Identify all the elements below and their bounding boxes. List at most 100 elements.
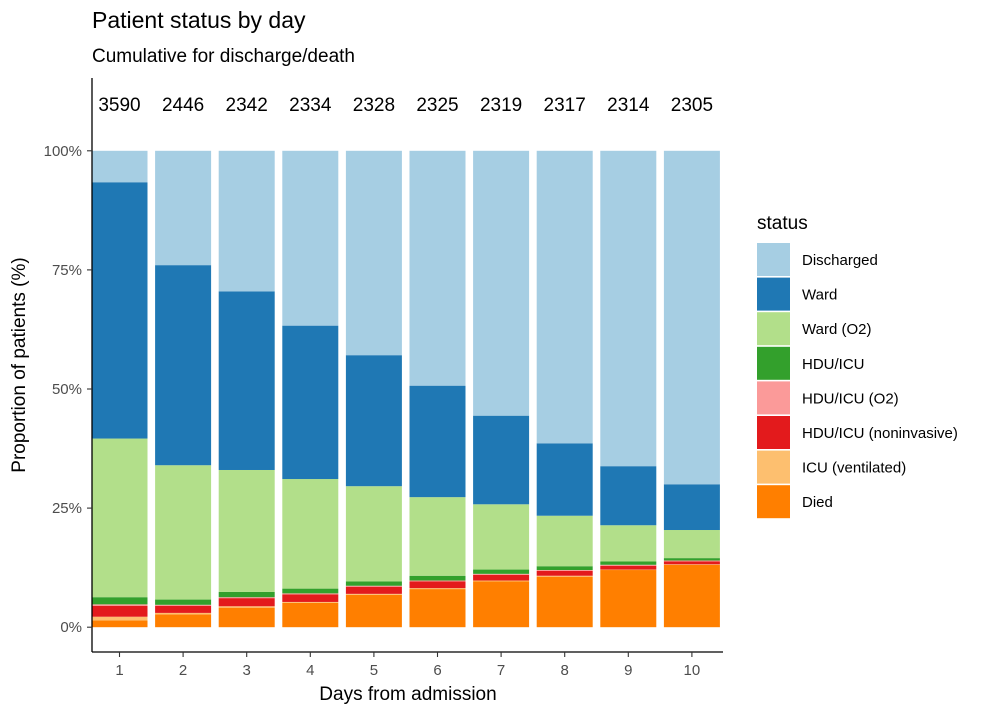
bar-ward-o2-day-8 (536, 515, 593, 567)
bar-discharged-day-2 (155, 150, 212, 266)
bar-hdu-icu-day-7 (473, 569, 530, 574)
bar-discharged-day-4 (282, 150, 339, 326)
legend-label-ward: Ward (802, 287, 837, 304)
y-tick-label-0: 0% (60, 619, 82, 636)
bar-discharged-day-10 (663, 150, 720, 485)
count-label-day-4: 2334 (289, 95, 332, 116)
bar-hdu-icu-o2-day-1 (91, 604, 148, 606)
count-label-day-6: 2325 (416, 95, 458, 116)
bar-ward-o2-day-3 (218, 469, 275, 592)
legend-swatch-icu-ventilated (757, 450, 790, 484)
bar-discharged-day-8 (536, 150, 593, 444)
count-label-day-8: 2317 (544, 95, 586, 116)
legend-label-died: Died (802, 494, 833, 511)
bar-ward-day-8 (536, 443, 593, 516)
x-axis-title: Days from admission (319, 684, 496, 705)
bar-hdu-icu-noninvasive-day-7 (473, 574, 530, 581)
bar-hdu-icu-day-8 (536, 566, 593, 571)
bar-hdu-icu-o2-day-3 (218, 597, 275, 599)
bar-ward-o2-day-2 (155, 465, 212, 600)
bar-ward-o2-day-6 (409, 497, 466, 576)
bar-hdu-icu-noninvasive-day-5 (345, 586, 402, 594)
bar-ward-o2-day-4 (282, 479, 339, 589)
bar-hdu-icu-o2-day-10 (663, 560, 720, 562)
bar-hdu-icu-day-4 (282, 588, 339, 594)
y-tick-label-25: 25% (52, 500, 82, 517)
y-axis-ticks: 0% 25% 50% 75% 100% (44, 143, 92, 636)
bar-hdu-icu-day-3 (218, 591, 275, 598)
bar-hdu-icu-day-1 (91, 597, 148, 605)
bar-discharged-day-6 (409, 150, 466, 386)
count-label-day-2: 2446 (162, 95, 204, 116)
legend-label-hdu-icu-noninvasive: HDU/ICU (noninvasive) (802, 425, 958, 442)
legend: Discharged Ward Ward (O2) HDU/ICU HDU/ICU (O… (757, 243, 958, 519)
bar-hdu-icu-noninvasive-day-3 (218, 598, 275, 607)
bar-discharged-day-9 (600, 150, 657, 467)
bar-hdu-icu-day-9 (600, 561, 657, 565)
bar-hdu-icu-day-5 (345, 581, 402, 586)
x-tick-label-4: 4 (306, 662, 314, 679)
bar-ward-day-1 (91, 182, 148, 439)
bar-hdu-icu-o2-day-6 (409, 580, 466, 582)
bar-icu-ventilated-day-6 (409, 588, 466, 590)
count-labels: 3590 2446 2342 2334 2328 2325 2319 2317 2314 2305 (98, 95, 713, 116)
bar-hdu-icu-o2-day-8 (536, 570, 593, 571)
legend-label-hdu-icu: HDU/ICU (802, 356, 865, 373)
bar-icu-ventilated-day-7 (473, 580, 530, 582)
bar-hdu-icu-noninvasive-day-1 (91, 605, 148, 617)
x-tick-label-5: 5 (370, 662, 378, 679)
bar-died-day-1 (91, 620, 148, 628)
count-label-day-10: 2305 (671, 95, 713, 116)
bar-died-day-5 (345, 594, 402, 628)
legend-swatch-hdu-icu (757, 346, 790, 380)
bar-hdu-icu-noninvasive-day-4 (282, 594, 339, 602)
legend-swatch-ward-o2 (757, 312, 790, 346)
bar-died-day-4 (282, 602, 339, 628)
x-tick-label-10: 10 (684, 662, 701, 679)
x-tick-label-2: 2 (179, 662, 187, 679)
bar-discharged-day-3 (218, 150, 275, 292)
bar-ward-day-9 (600, 466, 657, 526)
bar-hdu-icu-noninvasive-day-8 (536, 570, 593, 576)
bar-hdu-icu-o2-day-2 (155, 604, 212, 606)
bar-ward-o2-day-7 (473, 504, 530, 570)
bar-ward-day-5 (345, 355, 402, 487)
bar-icu-ventilated-day-3 (218, 606, 275, 608)
y-tick-label-100: 100% (44, 143, 82, 160)
bar-hdu-icu-o2-day-9 (600, 564, 657, 566)
bar-ward-o2-day-9 (600, 525, 657, 562)
bar-died-day-10 (663, 564, 720, 628)
count-label-day-3: 2342 (226, 95, 268, 116)
y-tick-label-75: 75% (52, 262, 82, 279)
legend-title: status (757, 213, 808, 234)
bar-died-day-2 (155, 614, 212, 628)
y-tick-label-50: 50% (52, 381, 82, 398)
bar-ward-o2-day-10 (663, 530, 720, 559)
bar-hdu-icu-o2-day-5 (345, 585, 402, 587)
bar-ward-o2-day-1 (91, 438, 148, 598)
bar-hdu-icu-o2-day-4 (282, 593, 339, 595)
x-tick-label-9: 9 (624, 662, 632, 679)
bar-discharged-day-5 (345, 150, 402, 356)
bar-hdu-icu-day-6 (409, 575, 466, 581)
bar-discharged-day-7 (473, 150, 530, 416)
bar-died-day-6 (409, 589, 466, 628)
bars (91, 150, 720, 628)
x-tick-label-7: 7 (497, 662, 505, 679)
legend-label-discharged: Discharged (802, 252, 878, 269)
bar-icu-ventilated-day-5 (345, 593, 402, 595)
count-label-day-7: 2319 (480, 95, 522, 116)
bar-hdu-icu-day-10 (663, 558, 720, 561)
bar-icu-ventilated-day-2 (155, 612, 212, 615)
legend-label-ward-o2: Ward (O2) (802, 321, 871, 338)
bar-died-day-7 (473, 581, 530, 628)
bar-hdu-icu-noninvasive-day-10 (663, 561, 720, 565)
bar-icu-ventilated-day-1 (91, 616, 148, 621)
x-tick-label-3: 3 (243, 662, 251, 679)
bar-discharged-day-1 (91, 150, 148, 183)
legend-swatch-ward (757, 277, 790, 311)
bar-died-day-8 (536, 576, 593, 628)
bar-hdu-icu-noninvasive-day-2 (155, 605, 212, 613)
bar-hdu-icu-day-2 (155, 599, 212, 605)
